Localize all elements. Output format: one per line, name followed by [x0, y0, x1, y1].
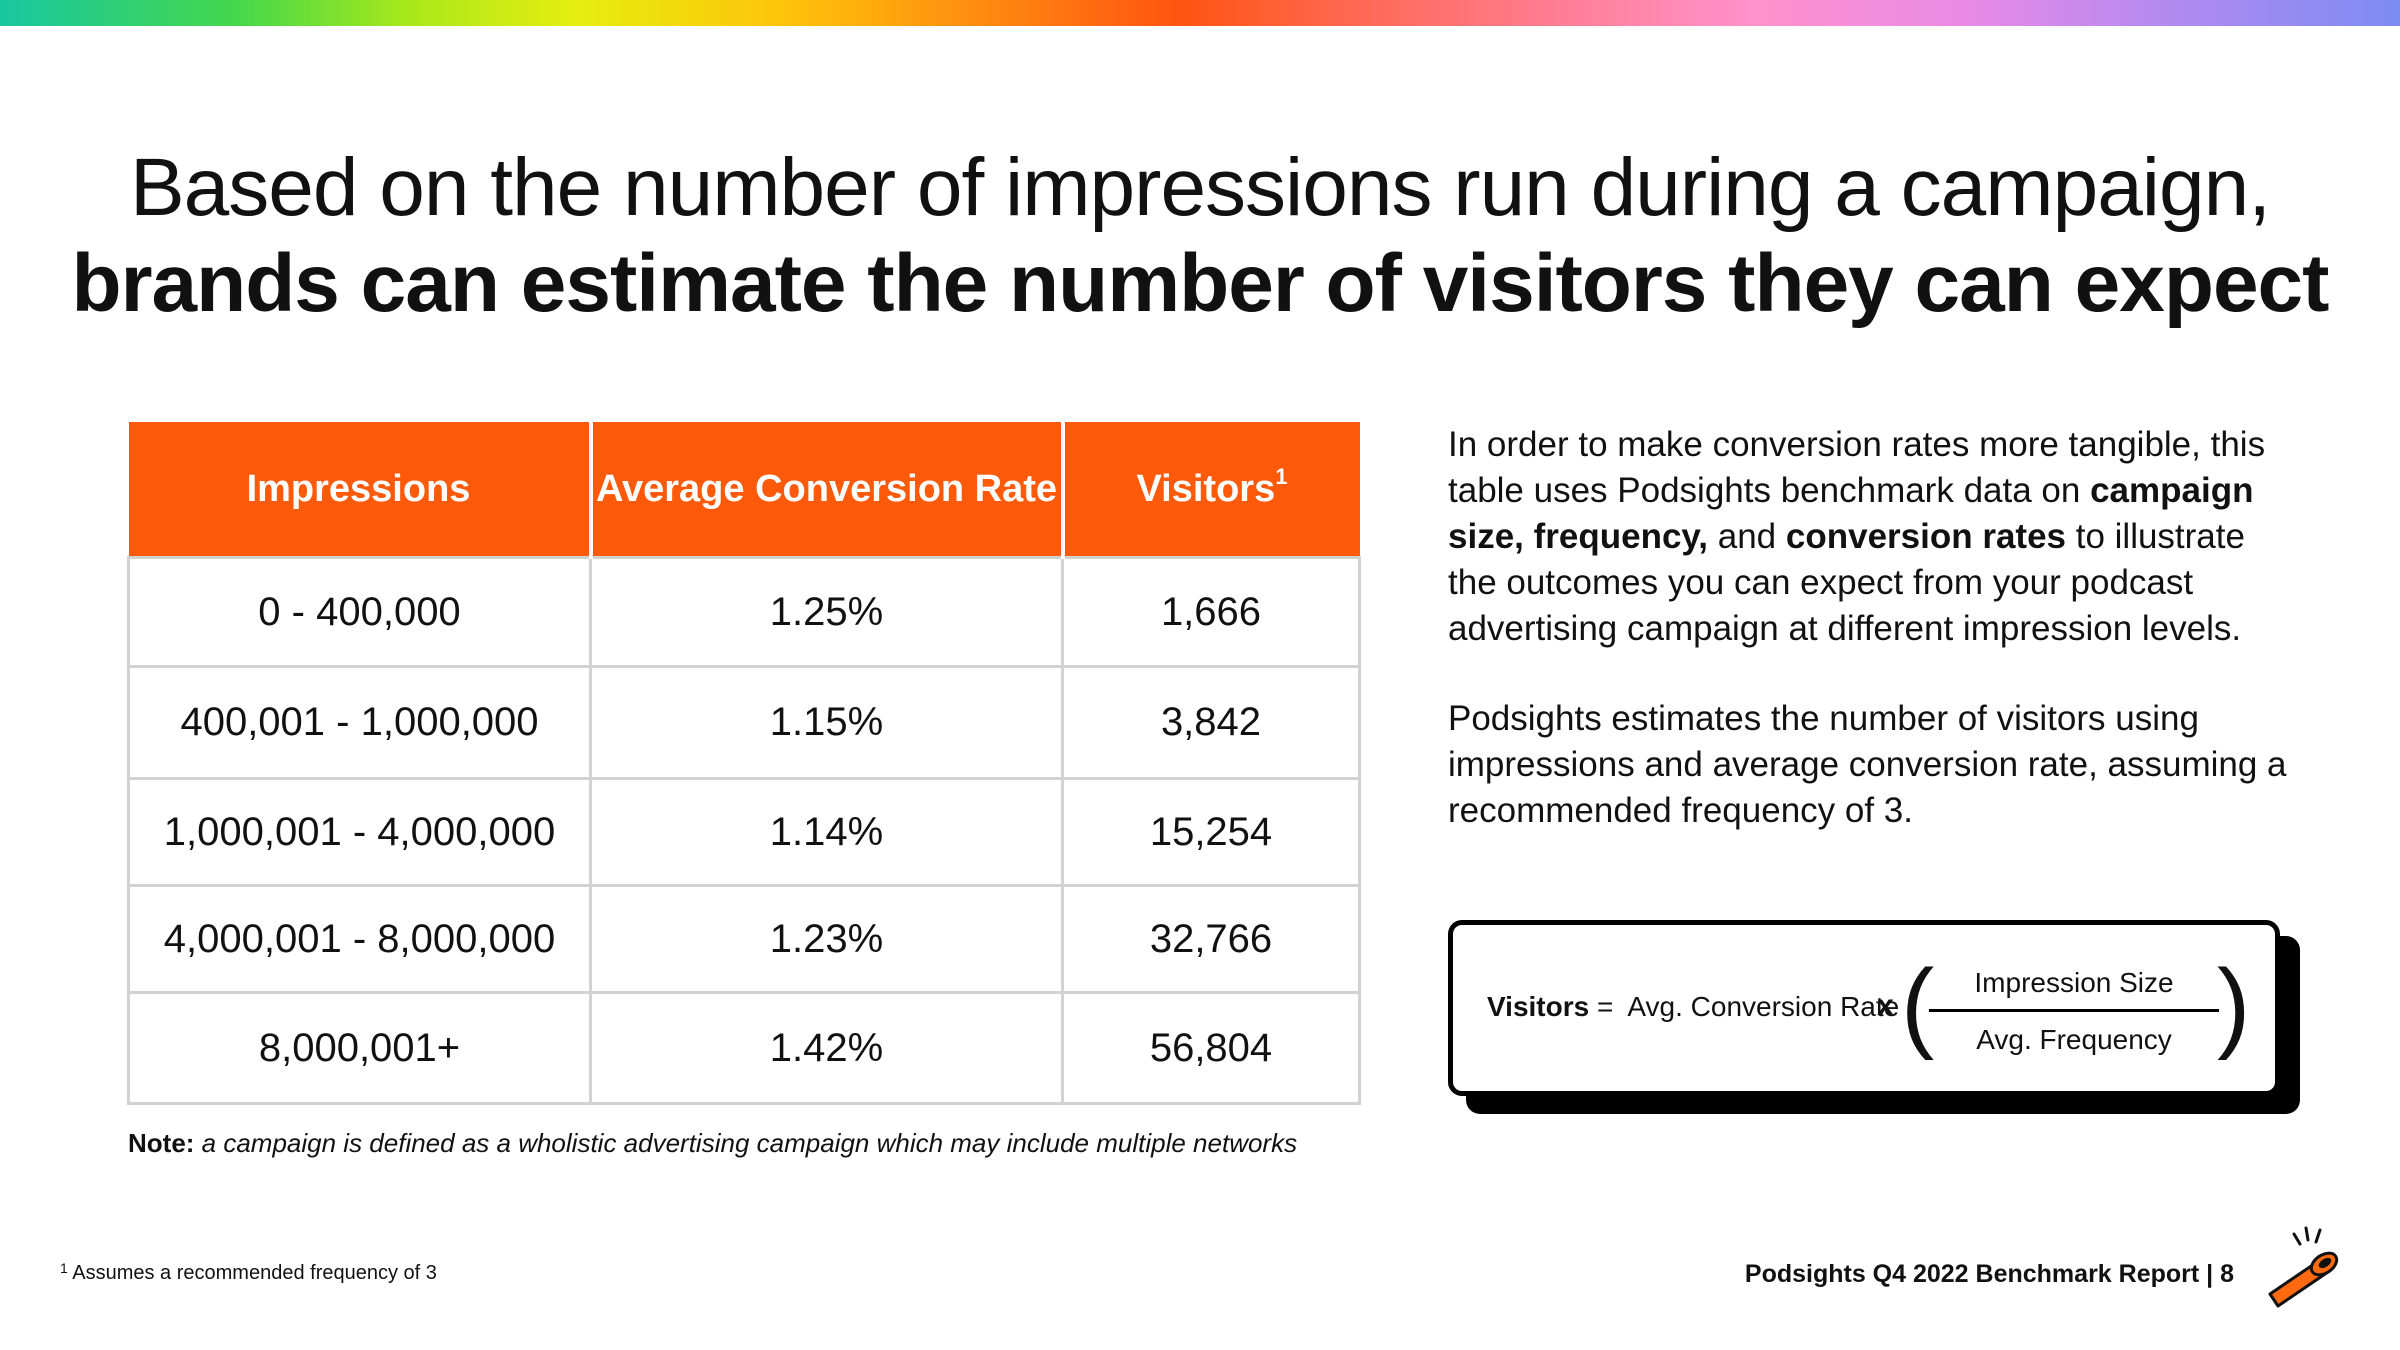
cell-visitors: 32,766 [1061, 884, 1361, 994]
desc-text: and [1708, 517, 1786, 556]
table-row: 0 - 400,000 1.25% 1,666 [127, 556, 1361, 668]
benchmark-table: Impressions Average Conversion Rate Visi… [127, 422, 1361, 1105]
cell-visitors: 56,804 [1061, 991, 1361, 1105]
formula-rate: Avg. Conversion Rate [1627, 991, 1900, 1022]
table-header-row: Impressions Average Conversion Rate Visi… [128, 422, 1360, 558]
header-visitors-label: Visitors [1136, 467, 1276, 510]
footnote-text: Assumes a recommended frequency of 3 [67, 1262, 437, 1284]
table-row: 8,000,001+ 1.42% 56,804 [127, 991, 1361, 1105]
header-impressions: Impressions [128, 422, 593, 558]
table-row: 400,001 - 1,000,000 1.15% 3,842 [127, 665, 1361, 780]
header-conversion-rate: Average Conversion Rate [590, 422, 1065, 558]
formula-close-paren: ) [2217, 949, 2251, 1061]
page-title: Based on the number of impressions run d… [0, 140, 2400, 332]
cell-impressions: 4,000,001 - 8,000,000 [127, 884, 592, 994]
formula-lhs: Visitors = Avg. Conversion Rate [1487, 991, 1899, 1023]
title-line-2: brands can estimate the number of visito… [71, 238, 2330, 329]
rainbow-header-bar [0, 0, 2400, 26]
desc-text: to illustrate the outcomes you can expec… [1448, 517, 2245, 648]
cell-impressions: 8,000,001+ [127, 991, 592, 1105]
podsights-pipe-logo-icon [2268, 1226, 2339, 1308]
description-paragraph-2: Podsights estimates the number of visito… [1448, 699, 2287, 830]
cell-rate: 1.42% [589, 991, 1064, 1105]
footnote-marker: 1 [60, 1260, 68, 1276]
title-line-1: Based on the number of impressions run d… [129, 142, 2271, 233]
footnote: 1 Assumes a recommended frequency of 3 [60, 1260, 437, 1285]
cell-impressions: 1,000,001 - 4,000,000 [127, 777, 592, 887]
table-row: 4,000,001 - 8,000,000 1.23% 32,766 [127, 884, 1361, 994]
table-row: 1,000,001 - 4,000,000 1.14% 15,254 [127, 777, 1361, 887]
desc-text: In order to make conversion rates more t… [1448, 425, 2266, 510]
cell-impressions: 0 - 400,000 [127, 556, 592, 668]
formula-box: Visitors = Avg. Conversion Rate x ( Impr… [1448, 920, 2280, 1096]
cell-rate: 1.14% [589, 777, 1064, 887]
formula-fraction: Impression Size Avg. Frequency [1929, 967, 2219, 1056]
formula-times: x [1877, 989, 1894, 1022]
cell-visitors: 15,254 [1061, 777, 1361, 887]
cell-rate: 1.23% [589, 884, 1064, 994]
table-note: Note: a campaign is defined as a wholist… [128, 1128, 1297, 1159]
cell-impressions: 400,001 - 1,000,000 [127, 665, 592, 780]
description-paragraph-1: In order to make conversion rates more t… [1448, 422, 2298, 652]
formula-numerator: Impression Size [1929, 967, 2219, 1012]
footer-report-label: Podsights Q4 2022 Benchmark Report | 8 [1744, 1260, 2234, 1288]
formula-open-paren: ( [1901, 949, 1935, 1061]
cell-rate: 1.15% [589, 665, 1064, 780]
desc-bold: campaign size, frequency, [1448, 471, 2254, 556]
cell-visitors: 3,842 [1061, 665, 1361, 780]
cell-visitors: 1,666 [1061, 556, 1361, 668]
header-visitors-footnote-marker: 1 [1275, 463, 1288, 489]
desc-bold: conversion rates [1785, 517, 2066, 556]
formula-denominator: Avg. Frequency [1976, 1024, 2172, 1055]
formula-equals: = [1589, 991, 1628, 1022]
note-label: Note: [128, 1128, 195, 1158]
description: In order to make conversion rates more t… [1448, 422, 2298, 878]
note-text: a campaign is defined as a wholistic adv… [194, 1128, 1298, 1158]
header-visitors: Visitors1 [1062, 422, 1360, 558]
cell-rate: 1.25% [589, 556, 1064, 668]
formula-visitors: Visitors [1487, 991, 1590, 1022]
